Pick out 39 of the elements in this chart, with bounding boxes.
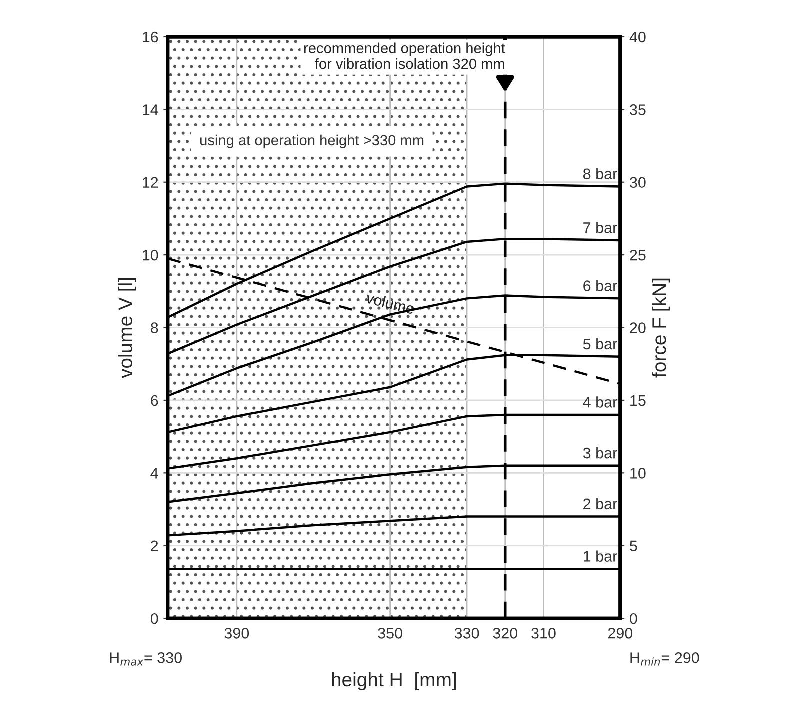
y-tick-label: 6 (151, 395, 158, 406)
y2-tick-label: 15 (630, 395, 646, 406)
text: H$_{min}$= 290 (630, 652, 700, 666)
y2-tick-label: 0 (630, 613, 638, 624)
y-tick-label: 8 (151, 322, 158, 334)
y2-tick-label: 30 (630, 177, 646, 188)
series-label: 3 bar (583, 447, 618, 459)
series-label: 6 bar (584, 280, 618, 292)
series-label: 5 bar (583, 338, 618, 350)
x-tick-label: 310 (532, 628, 556, 639)
y2-tick-label: 10 (630, 468, 646, 479)
y-axis-title: volume V [l] (118, 278, 136, 378)
y2-axis-title: force F [kN] (652, 278, 670, 378)
y-tick-label: 14 (143, 104, 158, 116)
y-tick-label: 0 (150, 613, 158, 624)
y-tick-label: 2 (151, 540, 158, 552)
y2-tick-label: 35 (630, 104, 646, 116)
y2-tick-label: 40 (630, 32, 646, 43)
y2-tick-label: 20 (630, 322, 646, 334)
annotation: using at operation height >330 mm (200, 134, 424, 148)
series-label: 1 bar (584, 550, 618, 562)
series-label: 4 bar (583, 396, 618, 408)
x-tick-label: 330 (454, 628, 480, 639)
y2-tick-label: 5 (630, 540, 638, 552)
x-tick-label: 350 (378, 628, 402, 639)
y2-tick-label: 25 (630, 250, 646, 261)
x-tick-label: 290 (608, 628, 633, 639)
ref-line-label: recommended operation height for vibration isolation 320 mm (304, 42, 506, 70)
y-tick-label: 16 (143, 32, 158, 43)
x-axis-title: height H [mm] (332, 672, 456, 691)
x-tick-label: 320 (493, 628, 518, 639)
text: H$_{max}$= 330 (110, 652, 182, 666)
y-tick-label: 10 (143, 250, 158, 261)
y-tick-label: 4 (150, 468, 158, 479)
series-label: 2 bar (584, 498, 618, 510)
y-tick-label: 12 (143, 177, 158, 188)
series-label: 8 bar (583, 168, 618, 180)
series-label: 7 bar (584, 222, 618, 234)
x-tick-label: 390 (224, 628, 250, 639)
